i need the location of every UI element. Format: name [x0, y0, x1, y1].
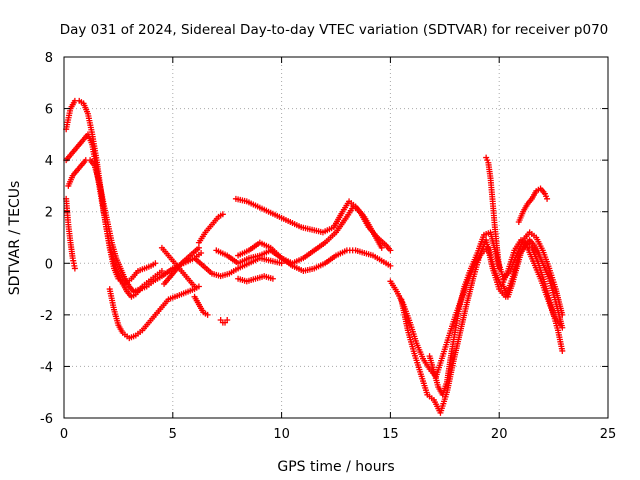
y-tick-label: 2 — [45, 206, 53, 221]
data-point — [224, 317, 231, 324]
y-tick-label: 6 — [45, 103, 53, 118]
y-tick-label: -4 — [40, 360, 53, 375]
data-point — [269, 275, 276, 282]
data-point — [198, 249, 205, 256]
data-point — [204, 311, 211, 318]
chart-title: Day 031 of 2024, Sidereal Day-to-day VTE… — [60, 22, 609, 38]
data-point — [158, 268, 165, 275]
y-tick-label: -2 — [40, 309, 53, 324]
x-axis-label: GPS time / hours — [277, 459, 394, 475]
x-tick-label: 5 — [169, 427, 177, 442]
y-tick-label: 4 — [45, 154, 53, 169]
y-tick-label: -6 — [40, 412, 53, 427]
x-tick-label: 25 — [600, 427, 617, 442]
data-point — [219, 211, 226, 218]
y-axis-label: SDTVAR / TECUs — [7, 181, 23, 296]
plot-frame — [63, 56, 609, 419]
data-point — [387, 247, 394, 254]
data-point — [195, 244, 202, 251]
data-point — [191, 283, 198, 290]
data-point — [387, 262, 394, 269]
x-tick-label: 20 — [491, 427, 508, 442]
x-tick-label: 10 — [273, 427, 290, 442]
x-tick-label: 15 — [382, 427, 399, 442]
data-point — [152, 260, 159, 267]
data-point — [544, 195, 551, 202]
y-tick-label: 0 — [45, 257, 53, 272]
axis-ticks: 0 5 10 15 20 25 -6 -4 -2 0 2 4 6 8 — [40, 51, 616, 442]
data-point — [559, 347, 566, 354]
grid — [64, 57, 608, 418]
y-tick-label: 8 — [45, 51, 53, 66]
data-point — [71, 265, 78, 272]
data-point — [278, 260, 285, 267]
data-point — [496, 265, 503, 272]
data-point — [378, 244, 385, 251]
data-point — [559, 324, 566, 331]
x-tick-label: 0 — [60, 427, 68, 442]
data-points — [63, 97, 566, 416]
